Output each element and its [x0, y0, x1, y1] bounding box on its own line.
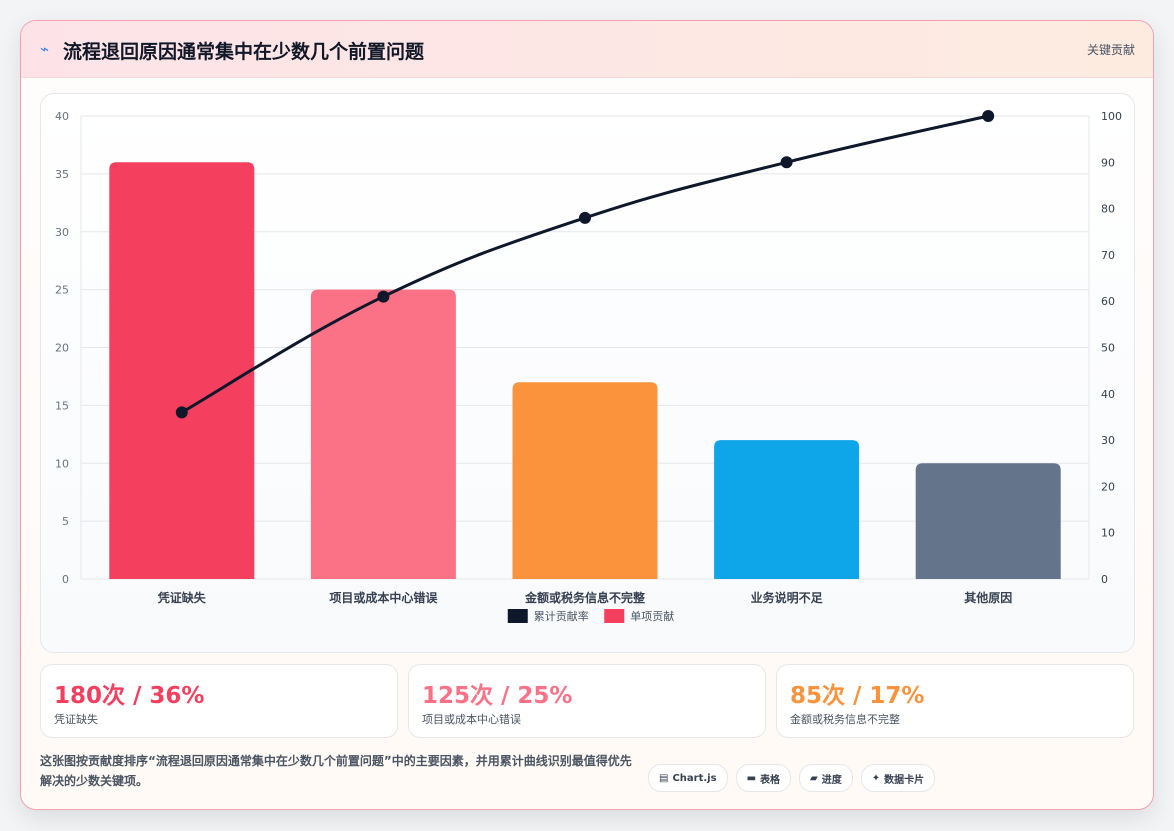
legend-label: 单项贡献: [630, 609, 674, 623]
sparkle-icon: ✦: [871, 772, 881, 784]
y-right-tick-label: 10: [1101, 527, 1115, 540]
chip-chartjs[interactable]: ▤ Chart.js: [648, 764, 728, 792]
stat-card-1: 180次 / 36% 凭证缺失: [40, 664, 398, 738]
y-left-tick-label: 35: [55, 168, 69, 181]
chip-label: 数据卡片: [884, 774, 925, 786]
cumulative-point: [175, 406, 188, 419]
card-header: ⌁ 流程退回原因通常集中在少数几个前置问题 关键贡献: [21, 21, 1153, 78]
y-right-tick-label: 40: [1101, 388, 1115, 401]
y-left-tick-label: 30: [55, 226, 69, 239]
cumulative-point: [982, 110, 995, 122]
page-title: 流程退回原因通常集中在少数几个前置问题: [63, 41, 425, 63]
y-right-tick-label: 90: [1101, 156, 1115, 169]
pareto-chart: 0 5 10 15 20 25 30 35 40 0 10 20 30 40 50 60 70 80 90 100 凭证…: [55, 110, 1122, 623]
bar: [109, 162, 255, 580]
stat-label: 凭证缺失: [54, 713, 98, 726]
cumulative-point: [579, 211, 591, 224]
chip-data-card[interactable]: ✦ 数据卡片: [860, 764, 936, 792]
y-right-tick-label: 50: [1101, 342, 1115, 355]
x-tick-label: 金额或税务信息不完整: [524, 590, 645, 605]
bar: [310, 289, 456, 579]
stat-value: 85次 / 17%: [790, 683, 925, 709]
chip-label: Chart.js: [672, 772, 717, 784]
stat-card-2: 125次 / 25% 项目或成本中心错误: [408, 664, 766, 738]
y-right-tick-label: 70: [1101, 249, 1115, 262]
bar: [512, 382, 658, 579]
footer-note: 这张图按贡献度排序“流程退回原因通常集中在少数几个前置问题”中的主要因素，并用累…: [40, 754, 632, 788]
y-left-tick-label: 40: [55, 110, 69, 123]
legend-swatch: [507, 609, 528, 623]
legend-label: 累计贡献率: [534, 609, 589, 623]
y-right-tick-label: 20: [1101, 480, 1115, 493]
cumulative-line: [181, 114, 989, 414]
chip-label: 表格: [760, 774, 781, 786]
y-left-tick-label: 5: [62, 515, 69, 528]
y-right-tick-label: 60: [1101, 295, 1115, 308]
chip-table[interactable]: ▬ 表格: [735, 764, 792, 792]
cumulative-point: [377, 290, 390, 303]
y-right-tick-label: 80: [1101, 203, 1115, 216]
x-tick-label: 项目或成本中心错误: [329, 590, 438, 605]
chip-progress[interactable]: ▰ 进度: [799, 764, 853, 792]
y-left-tick-label: 25: [55, 284, 69, 297]
legend-swatch: [604, 609, 625, 623]
header-tag: 关键贡献: [1086, 43, 1135, 57]
stat-label: 金额或税务信息不完整: [790, 713, 900, 726]
stat-card-3: 85次 / 17% 金额或税务信息不完整: [776, 664, 1134, 738]
progress-icon: ▰: [810, 772, 818, 784]
chart-icon: ▤: [659, 772, 669, 784]
y-right-tick-label: 0: [1101, 573, 1108, 586]
y-right-tick-label: 100: [1101, 110, 1122, 123]
x-tick-label: 凭证缺失: [157, 590, 207, 605]
stat-value: 125次 / 25%: [422, 683, 573, 709]
y-left-tick-label: 10: [55, 457, 69, 470]
x-tick-label: 业务说明不足: [751, 590, 823, 605]
chart-panel: 0 5 10 15 20 25 30 35 40 0 10 20 30 40 50 60 70 80 90 100 凭证…: [40, 93, 1135, 653]
bar: [714, 440, 860, 579]
bar: [915, 463, 1061, 579]
pareto-card: ⌁ 流程退回原因通常集中在少数几个前置问题 关键贡献 0 5 10 15 20 25 30 3…: [20, 20, 1154, 810]
y-right-tick-label: 30: [1101, 434, 1115, 447]
chip-label: 进度: [821, 774, 842, 786]
lightning-icon: ⌁: [40, 40, 50, 58]
y-left-tick-label: 15: [55, 399, 69, 412]
x-tick-label: 其他原因: [964, 590, 1012, 605]
stat-label: 项目或成本中心错误: [422, 713, 521, 726]
stat-value: 180次 / 36%: [54, 683, 205, 709]
table-icon: ▬: [746, 772, 757, 784]
y-left-tick-label: 20: [55, 342, 69, 355]
chip-row: ▤ Chart.js ▬ 表格 ▰ 进度 ✦ 数据卡片: [648, 764, 936, 792]
y-left-tick-label: 0: [62, 573, 69, 586]
cumulative-point: [780, 156, 793, 169]
